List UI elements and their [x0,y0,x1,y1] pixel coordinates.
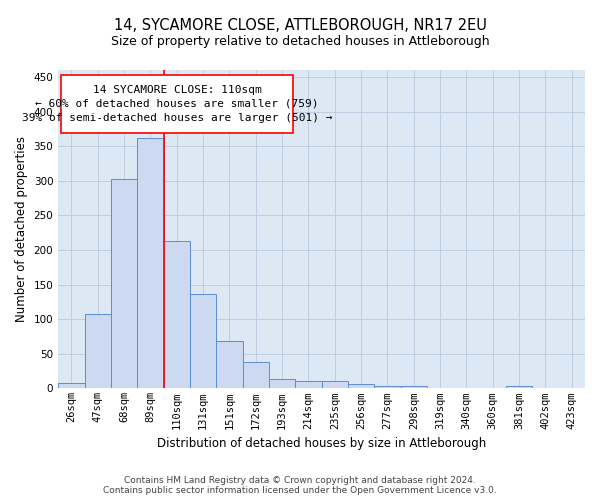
Bar [374,386,401,388]
Bar [58,383,85,388]
Bar [190,294,216,388]
Text: 14 SYCAMORE CLOSE: 110sqm
← 60% of detached houses are smaller (759)
39% of semi: 14 SYCAMORE CLOSE: 110sqm ← 60% of detac… [22,84,332,122]
Bar [348,384,374,388]
X-axis label: Distribution of detached houses by size in Attleborough: Distribution of detached houses by size … [157,437,486,450]
Bar [506,386,532,388]
Text: Contains HM Land Registry data © Crown copyright and database right 2024.: Contains HM Land Registry data © Crown c… [124,476,476,485]
Bar [164,241,190,388]
Text: Size of property relative to detached houses in Attleborough: Size of property relative to detached ho… [110,35,490,48]
Text: 14, SYCAMORE CLOSE, ATTLEBOROUGH, NR17 2EU: 14, SYCAMORE CLOSE, ATTLEBOROUGH, NR17 2… [113,18,487,32]
Bar [295,382,322,388]
Text: Contains public sector information licensed under the Open Government Licence v3: Contains public sector information licen… [103,486,497,495]
Bar [401,386,427,388]
Bar [85,314,111,388]
Bar [137,138,164,388]
Bar [322,382,348,388]
Y-axis label: Number of detached properties: Number of detached properties [15,136,28,322]
Bar [216,342,242,388]
Bar [111,180,137,388]
Bar [242,362,269,388]
Bar [269,380,295,388]
